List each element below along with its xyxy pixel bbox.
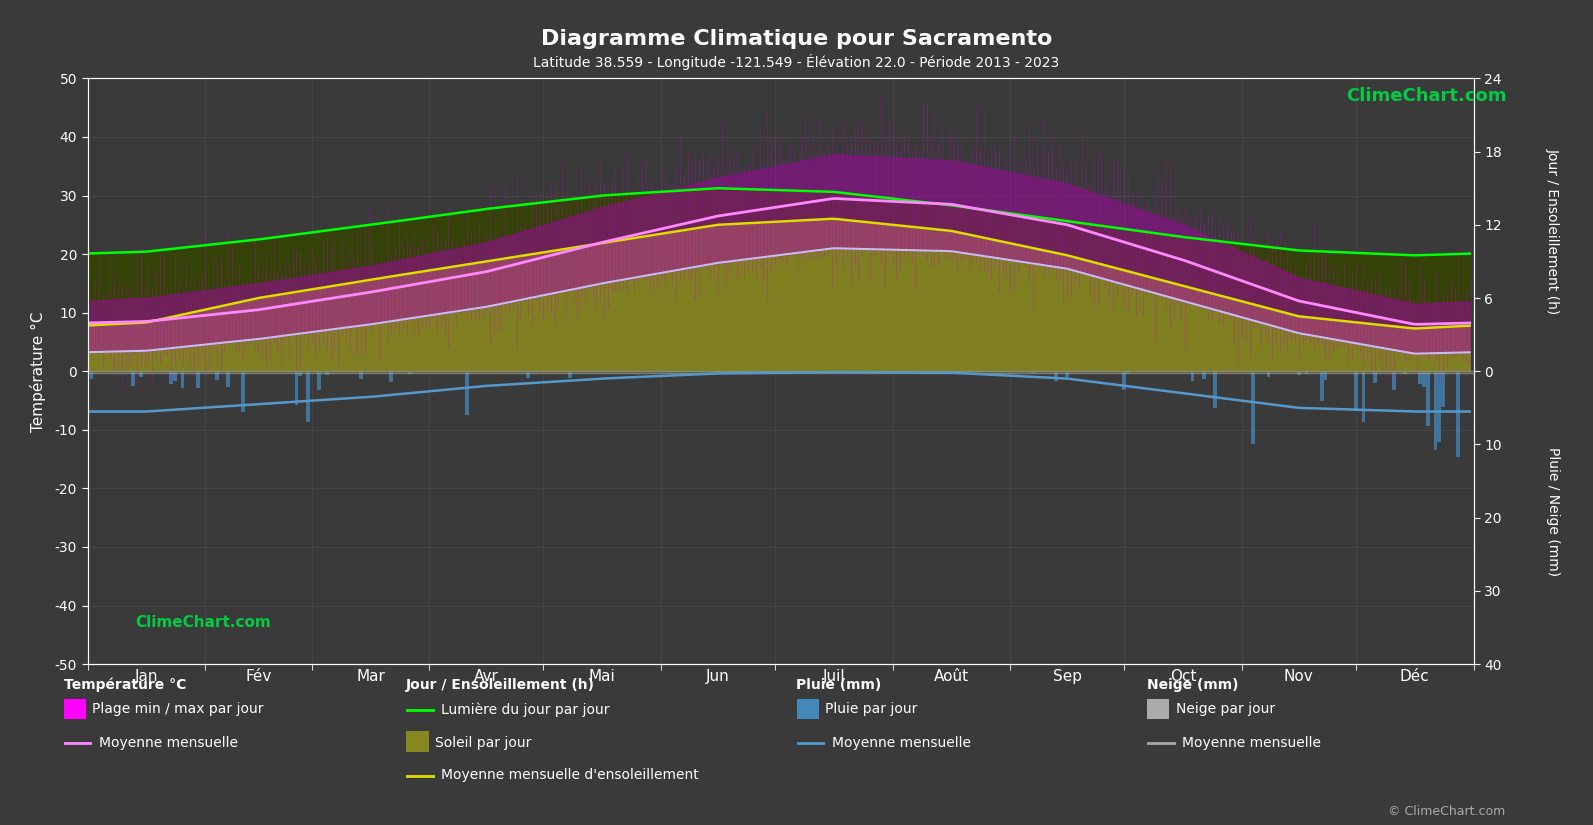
Bar (139, 371, 143, 377)
Bar (242, 371, 245, 412)
Text: ClimeChart.com: ClimeChart.com (135, 615, 271, 629)
Bar (325, 371, 328, 375)
Bar (1418, 371, 1423, 384)
Text: Lumière du jour par jour: Lumière du jour par jour (441, 702, 610, 717)
Bar (298, 371, 303, 376)
Bar (1362, 371, 1365, 422)
Text: Jour / Ensoleillement (h): Jour / Ensoleillement (h) (1547, 148, 1560, 314)
Bar (174, 371, 177, 381)
Bar (295, 371, 298, 405)
Bar (169, 371, 174, 384)
Bar (526, 371, 530, 378)
Bar (569, 371, 572, 379)
Y-axis label: Température °C: Température °C (30, 311, 46, 431)
Bar (712, 371, 715, 372)
Text: ClimeChart.com: ClimeChart.com (1346, 87, 1507, 105)
Bar (1453, 371, 1456, 372)
Bar (131, 371, 135, 386)
Bar (1324, 371, 1327, 380)
Text: Diagramme Climatique pour Sacramento: Diagramme Climatique pour Sacramento (540, 29, 1053, 49)
Bar (317, 371, 322, 389)
Bar (1214, 371, 1217, 408)
Bar (215, 371, 218, 380)
Bar (1123, 371, 1126, 390)
Bar (1252, 371, 1255, 445)
Text: Pluie (mm): Pluie (mm) (796, 678, 883, 691)
Text: Pluie par jour: Pluie par jour (825, 703, 918, 716)
Bar (1266, 371, 1270, 377)
Text: Plage min / max par jour: Plage min / max par jour (92, 703, 264, 716)
Bar (1031, 371, 1035, 374)
Text: Latitude 38.559 - Longitude -121.549 - Élévation 22.0 - Période 2013 - 2023: Latitude 38.559 - Longitude -121.549 - É… (534, 54, 1059, 69)
Bar (1297, 371, 1301, 375)
Bar (1126, 371, 1129, 373)
Text: Neige (mm): Neige (mm) (1147, 678, 1238, 691)
Bar (196, 371, 199, 388)
Bar (89, 371, 94, 379)
Text: Moyenne mensuelle: Moyenne mensuelle (1182, 736, 1321, 749)
Bar (1203, 371, 1206, 379)
Bar (226, 371, 229, 387)
Bar (358, 371, 363, 379)
Bar (1190, 371, 1195, 381)
Bar (1423, 371, 1426, 387)
Text: Température °C: Température °C (64, 677, 186, 692)
Bar (1319, 371, 1324, 401)
Text: © ClimeChart.com: © ClimeChart.com (1388, 805, 1505, 818)
Bar (1403, 371, 1407, 374)
Text: Moyenne mensuelle: Moyenne mensuelle (99, 736, 237, 749)
Bar (1392, 371, 1395, 390)
Bar (1055, 371, 1058, 381)
Text: Moyenne mensuelle: Moyenne mensuelle (832, 736, 970, 749)
Text: Moyenne mensuelle d'ensoleillement: Moyenne mensuelle d'ensoleillement (441, 769, 699, 782)
Text: Soleil par jour: Soleil par jour (435, 736, 530, 749)
Bar (389, 371, 393, 382)
Text: Jour / Ensoleillement (h): Jour / Ensoleillement (h) (406, 678, 596, 691)
Text: Pluie / Neige (mm): Pluie / Neige (mm) (1547, 447, 1560, 576)
Bar (1354, 371, 1357, 412)
Bar (1305, 371, 1308, 374)
Bar (1426, 371, 1431, 426)
Bar (1066, 371, 1069, 377)
Bar (1373, 371, 1376, 383)
Bar (1434, 371, 1437, 450)
Bar (1442, 371, 1445, 408)
Text: Neige par jour: Neige par jour (1176, 703, 1274, 716)
Bar (408, 371, 413, 374)
Bar (306, 371, 309, 422)
Bar (465, 371, 470, 415)
Bar (180, 371, 185, 388)
Bar (1437, 371, 1442, 441)
Bar (1456, 371, 1461, 457)
